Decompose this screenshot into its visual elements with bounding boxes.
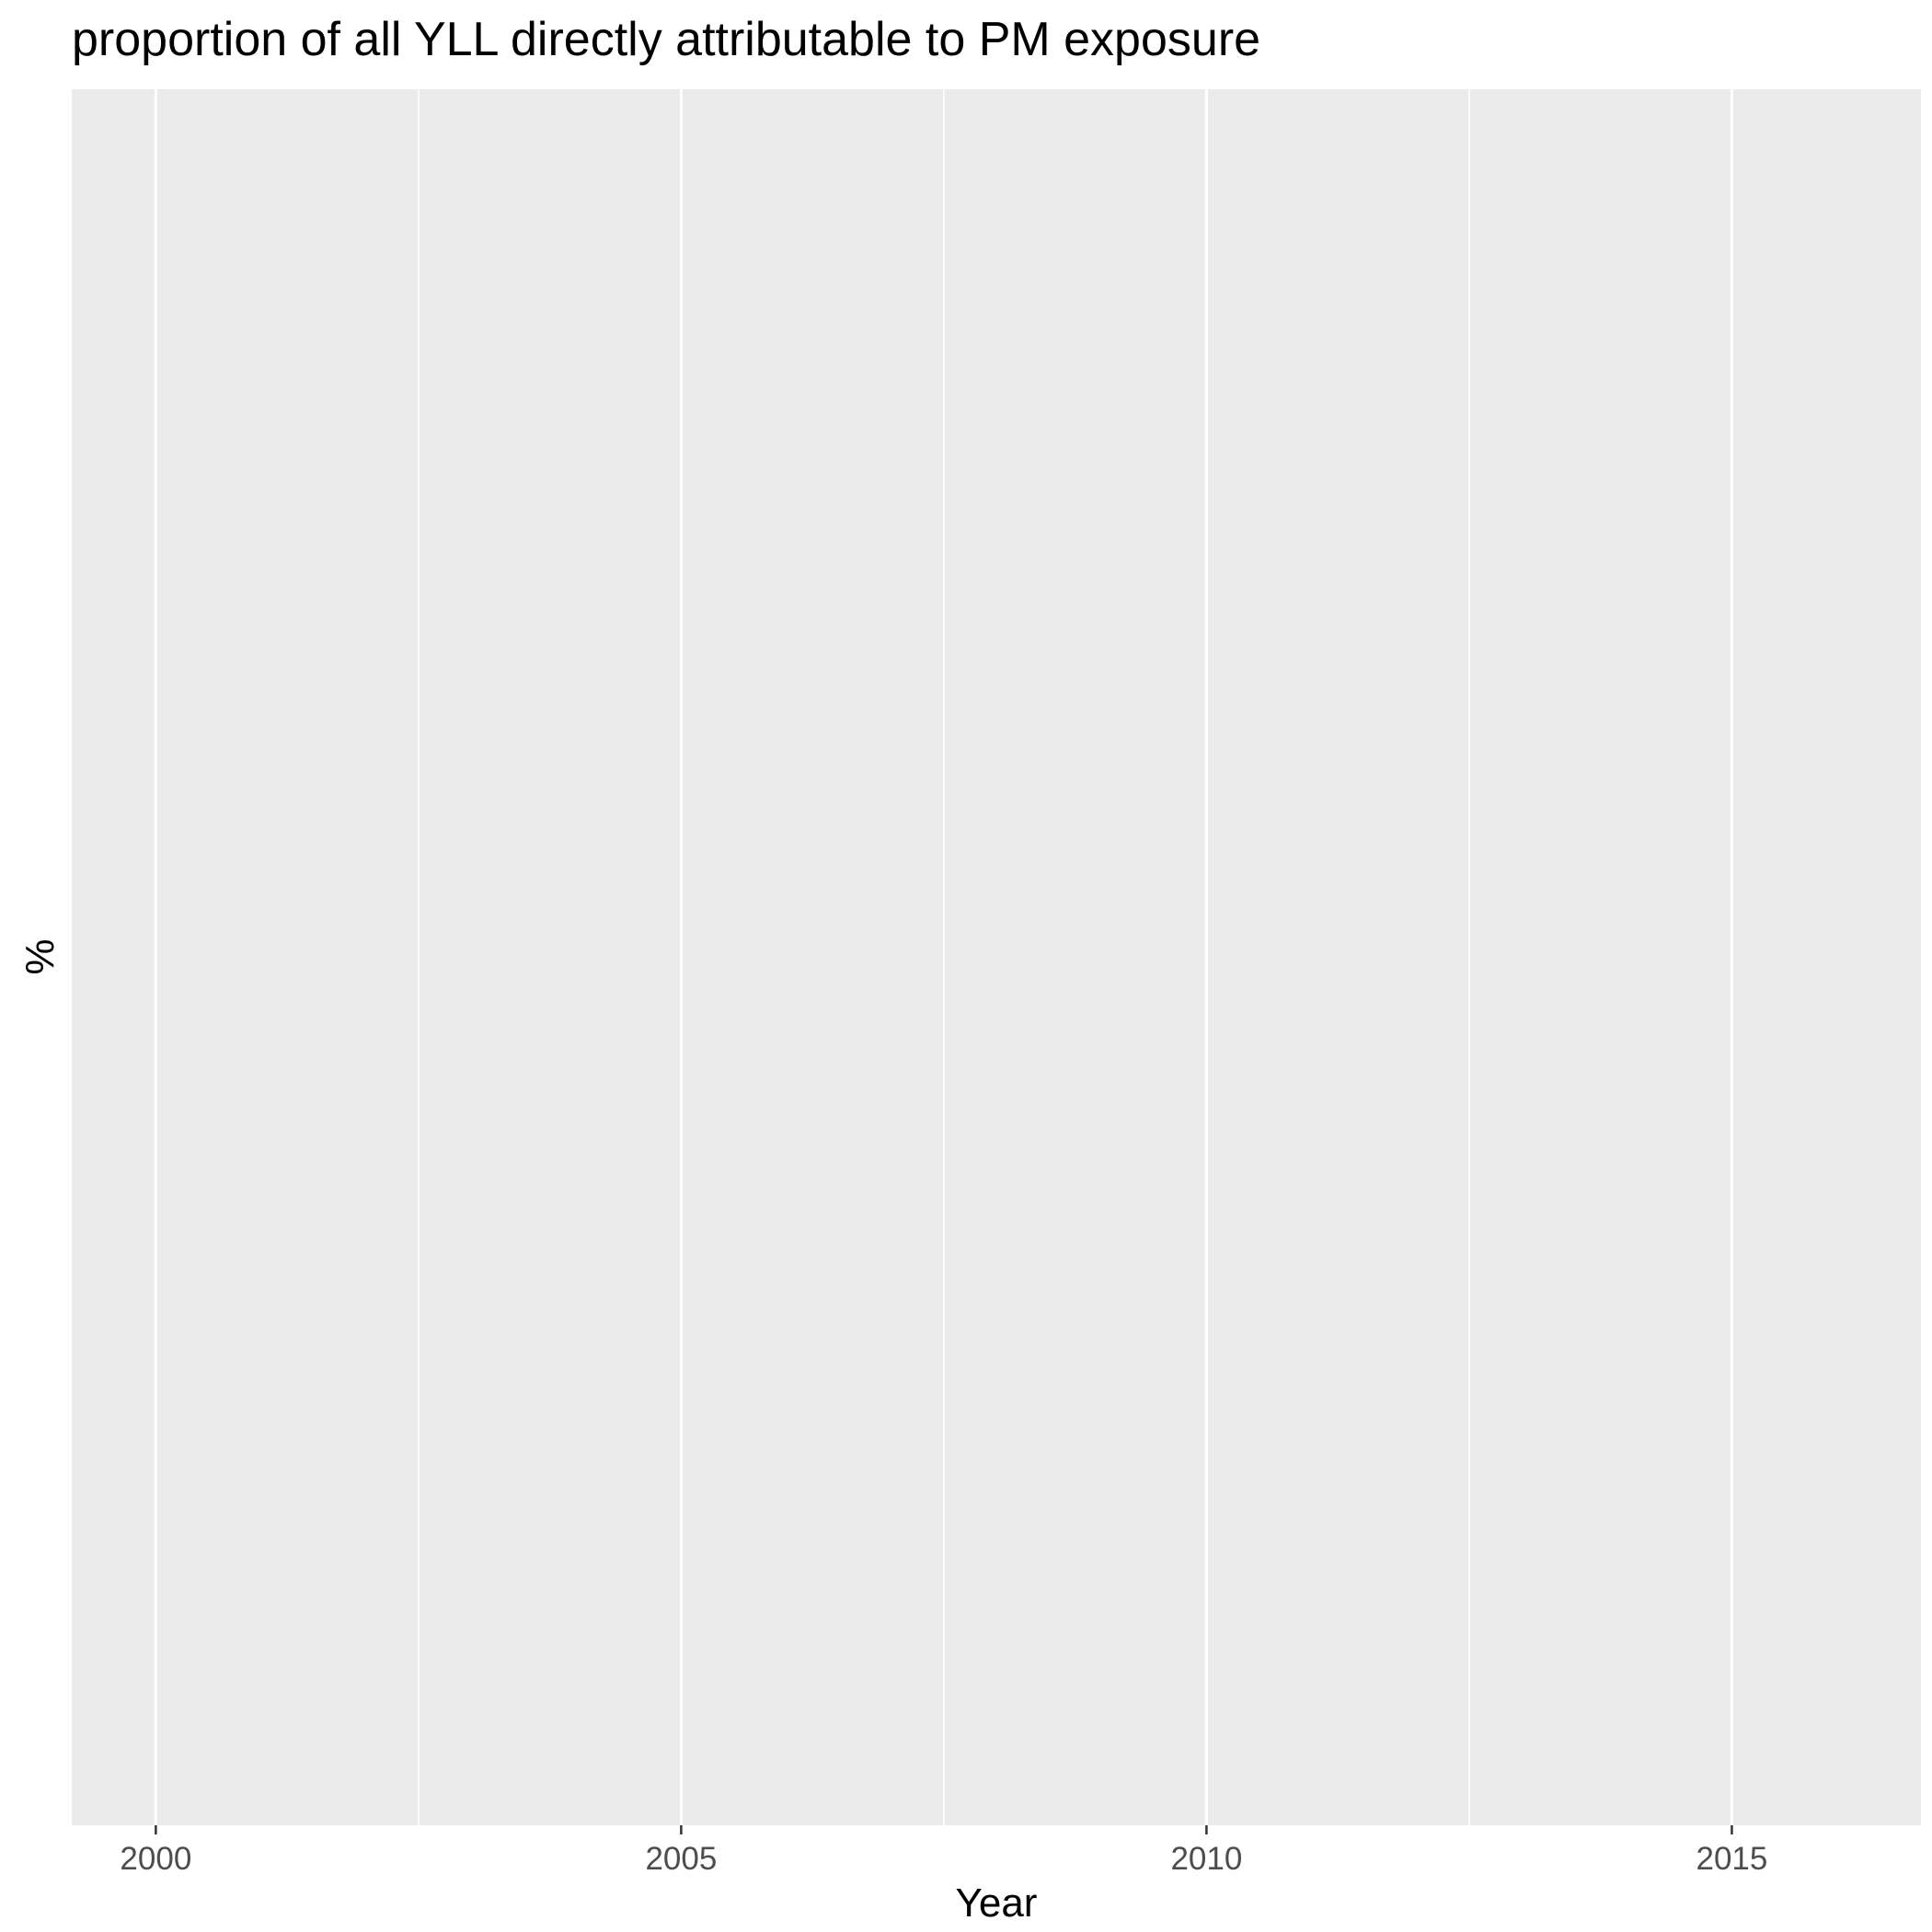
x-axis-ticks — [155, 1825, 1733, 1834]
x-axis-tick-labels: 2000 2005 2010 2015 — [120, 1841, 1767, 1877]
plot-panel — [72, 89, 1921, 1825]
chart-title: proportion of all YLL directly attributa… — [72, 13, 1260, 66]
x-axis-title: Year — [956, 1880, 1038, 1926]
x-tick-label-2005: 2005 — [645, 1841, 717, 1877]
x-tick-label-2010: 2010 — [1170, 1841, 1242, 1877]
x-tick-label-2015: 2015 — [1696, 1841, 1767, 1877]
x-tick-label-2000: 2000 — [120, 1841, 191, 1877]
minor-gridlines — [418, 89, 1470, 1825]
major-gridlines — [154, 89, 1733, 1825]
y-axis-title: % — [17, 938, 63, 974]
